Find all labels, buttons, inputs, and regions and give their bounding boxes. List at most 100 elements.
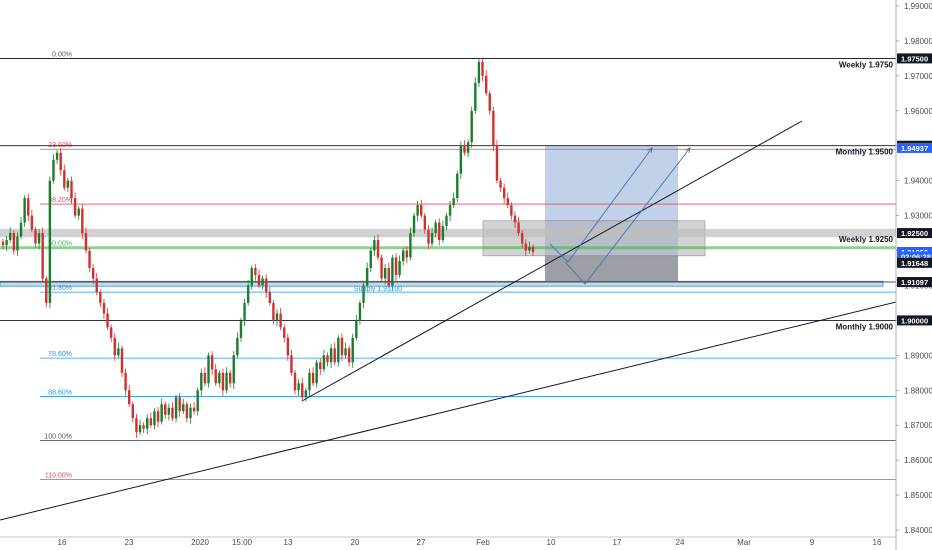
price-badge	[897, 251, 932, 262]
candle-body	[16, 236, 19, 251]
candle-body	[73, 198, 77, 216]
candle	[167, 403, 171, 421]
candle	[484, 70, 488, 97]
candle-body	[438, 222, 441, 241]
candle-body	[383, 268, 387, 279]
price-badge	[897, 228, 932, 239]
candle-body	[340, 337, 344, 356]
candle-body	[5, 240, 8, 246]
candle-body	[513, 215, 517, 223]
candle	[156, 407, 160, 428]
candle-body	[34, 229, 37, 244]
candle	[182, 398, 185, 415]
price-badge-text: 1.91648	[901, 259, 928, 268]
candle	[376, 234, 380, 261]
candle-body	[88, 250, 91, 268]
candle-body	[448, 205, 452, 216]
candle-body	[420, 205, 423, 216]
candle-body	[311, 372, 315, 384]
candle	[109, 324, 113, 343]
short-trendline[interactable]	[301, 120, 803, 402]
level-label: Monthly 1.9000	[836, 322, 894, 331]
x-tick-label: 23	[125, 538, 134, 547]
candle-body	[131, 404, 134, 419]
candle	[456, 170, 459, 203]
candle	[146, 414, 149, 435]
candle	[301, 377, 304, 401]
candle	[264, 274, 268, 299]
candle-body	[365, 268, 369, 286]
candle	[452, 192, 455, 208]
candle-body	[492, 110, 495, 146]
candle-body	[402, 250, 405, 262]
candle-body	[52, 159, 55, 181]
candle	[19, 216, 23, 240]
candle-body	[409, 233, 412, 258]
candle	[228, 370, 232, 388]
candle-body	[470, 110, 473, 143]
candle	[192, 402, 196, 415]
candle-body	[459, 145, 463, 174]
candle	[30, 210, 34, 233]
candle-body	[326, 355, 329, 363]
candle	[322, 349, 326, 373]
candle	[189, 403, 192, 424]
candle	[383, 263, 387, 285]
candle-body	[517, 222, 520, 234]
price-badge	[897, 277, 932, 288]
candle	[84, 227, 88, 254]
candle	[297, 379, 300, 396]
price-badge	[897, 257, 932, 268]
arrow-head	[685, 147, 691, 153]
candle-body	[95, 278, 98, 293]
candle	[358, 300, 362, 325]
candle-body	[362, 285, 365, 303]
price-badge	[897, 142, 932, 153]
candles-layer	[1, 57, 535, 438]
candle-body	[279, 313, 282, 328]
y-tick-label: 1.87000	[904, 421, 932, 430]
candle-body	[142, 425, 145, 429]
price-axis: 1.990001.980001.970001.960001.950001.940…	[895, 0, 932, 550]
candle	[63, 164, 66, 191]
projection-path[interactable]	[549, 147, 653, 263]
candle	[405, 246, 409, 264]
candle-body	[430, 233, 434, 244]
candle-body	[124, 372, 127, 391]
candle	[9, 227, 12, 243]
y-tick-label: 1.84000	[904, 526, 932, 535]
candle	[470, 106, 473, 148]
level-label: Weekly 1.9250	[839, 235, 894, 244]
candle-body	[499, 180, 502, 188]
candle	[102, 298, 106, 320]
long-trendline[interactable]	[0, 301, 897, 521]
candle-body	[102, 302, 106, 314]
stop-zone[interactable]	[545, 255, 678, 282]
candle-body	[45, 278, 48, 303]
candle	[117, 342, 120, 359]
price-badge-text: 1.94937	[901, 144, 928, 153]
candle	[412, 212, 416, 238]
candle-body	[301, 383, 304, 398]
candle	[261, 275, 264, 290]
candle-body	[283, 327, 286, 338]
y-tick-label: 1.94000	[904, 177, 932, 186]
candle-body	[502, 187, 506, 199]
projection-path[interactable]	[564, 147, 691, 285]
candle	[373, 235, 376, 257]
candle-body	[1, 241, 5, 246]
candle	[185, 401, 189, 423]
projection-arrows-layer	[549, 147, 691, 285]
candle-body	[203, 372, 207, 384]
x-tick-label: Feb	[476, 538, 490, 547]
candle	[528, 241, 531, 254]
candle	[254, 263, 257, 281]
candle	[268, 286, 272, 306]
candle	[246, 279, 250, 306]
candle-body	[257, 274, 261, 286]
candle	[326, 352, 329, 367]
candle-body	[41, 233, 44, 279]
candle-body	[477, 61, 481, 83]
candle-body	[506, 198, 509, 206]
